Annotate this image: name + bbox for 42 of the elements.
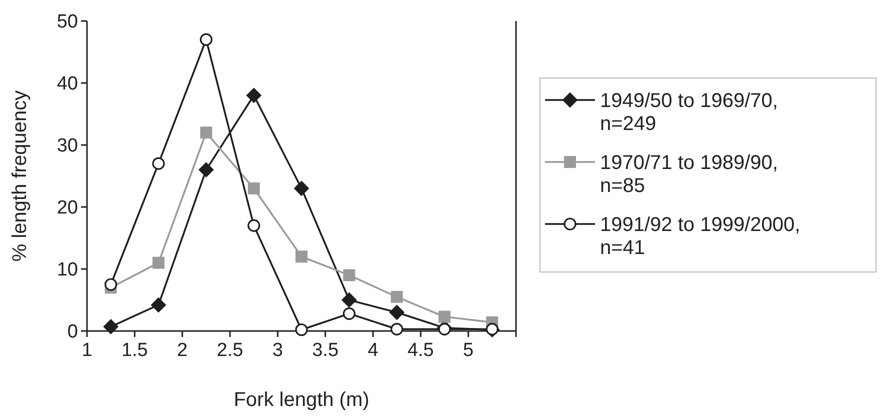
x-tick-label: 2.5	[216, 340, 244, 361]
x-axis-title: Fork length (m)	[234, 389, 370, 411]
x-tick-label: 1.5	[121, 340, 148, 361]
point	[390, 290, 403, 303]
point	[151, 297, 166, 312]
x-tick-label: 4	[368, 340, 379, 361]
x-tick-label: 5	[463, 340, 474, 361]
y-tick-label: 30	[56, 136, 78, 157]
x-tick-label: 3	[272, 340, 283, 361]
point	[198, 162, 214, 178]
point	[152, 256, 164, 269]
point	[438, 310, 450, 323]
point	[294, 180, 309, 196]
point	[248, 182, 260, 194]
y-tick-label: 0	[67, 322, 78, 343]
point	[342, 292, 357, 308]
point	[438, 322, 451, 336]
point	[342, 307, 356, 320]
x-tick-label: 2	[177, 340, 188, 361]
point	[246, 88, 262, 103]
point	[104, 278, 118, 291]
y-tick-label: 10	[56, 260, 78, 281]
point	[389, 304, 404, 320]
legend-label: 1970/71 to 1989/90, n=85	[600, 152, 778, 197]
point	[103, 319, 118, 334]
point	[295, 323, 308, 336]
legend-label: 1949/50 to 1969/70, n=249	[600, 90, 778, 135]
x-tick-label: 4.5	[407, 340, 434, 361]
point	[200, 33, 212, 46]
y-tick-label: 50	[56, 12, 78, 33]
y-axis-title: % length frequency	[9, 90, 31, 262]
point	[390, 322, 404, 336]
x-tick-label: 3.5	[312, 340, 339, 361]
y-tick-label: 20	[56, 198, 78, 219]
point	[200, 126, 212, 139]
point	[343, 269, 356, 282]
x-tick-label: 1	[82, 340, 92, 361]
legend-label: 1991/92 to 1999/2000, n=41	[600, 214, 800, 259]
y-tick-label: 40	[56, 74, 78, 95]
point	[152, 157, 165, 170]
point	[296, 250, 308, 263]
point	[248, 219, 260, 232]
